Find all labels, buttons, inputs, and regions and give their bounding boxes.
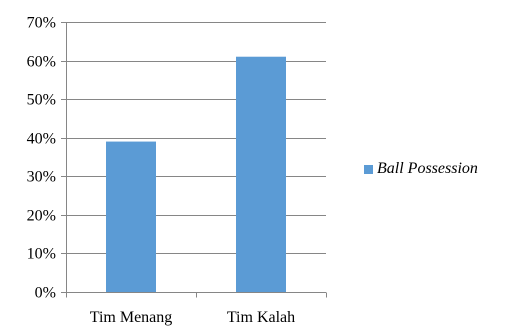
y-tick-label: 50% [27, 92, 56, 109]
legend-swatch [364, 164, 373, 174]
y-tick-label: 60% [27, 54, 56, 71]
y-tick-label: 0% [35, 285, 56, 302]
y-tick-label: 70% [27, 15, 56, 32]
x-tick-label: Tim Kalah [227, 309, 295, 326]
legend: Ball Possession [364, 160, 478, 178]
y-tick-label: 20% [27, 208, 56, 225]
y-tick-label: 10% [27, 246, 56, 263]
bar [236, 56, 286, 292]
x-tick-label: Tim Menang [90, 309, 173, 326]
y-tick-label: 30% [27, 169, 56, 186]
legend-label: Ball Possession [377, 160, 478, 177]
y-tick-label: 40% [27, 131, 56, 148]
bar [106, 141, 156, 292]
